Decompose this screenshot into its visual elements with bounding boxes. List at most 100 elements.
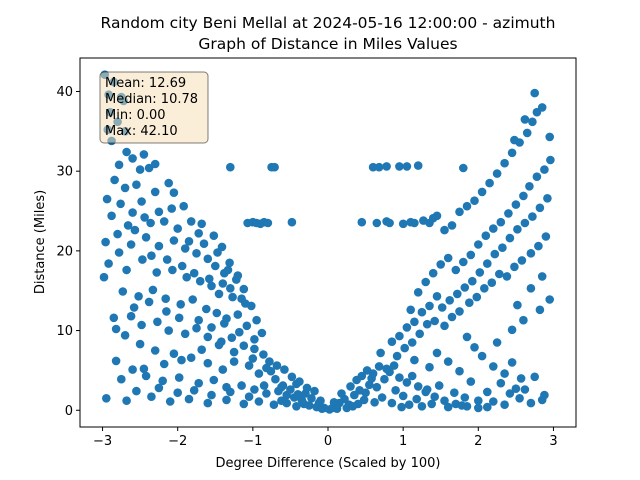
data-point <box>212 308 222 318</box>
data-point <box>470 196 479 205</box>
data-point <box>192 249 201 258</box>
data-point <box>546 155 555 165</box>
data-point <box>169 349 179 359</box>
data-point <box>228 292 237 302</box>
data-point <box>152 268 161 277</box>
data-point <box>209 231 219 240</box>
data-point <box>410 317 419 327</box>
data-point <box>460 393 470 402</box>
data-point <box>385 218 394 228</box>
data-point <box>492 338 502 347</box>
data-point <box>233 271 243 280</box>
data-point <box>545 295 554 304</box>
data-point <box>434 381 444 390</box>
data-point <box>387 337 397 347</box>
data-point <box>535 203 545 213</box>
data-point <box>277 396 286 406</box>
data-point <box>406 305 416 315</box>
data-point <box>500 400 509 410</box>
data-point <box>104 259 113 268</box>
data-point <box>526 398 536 408</box>
data-point <box>382 162 391 171</box>
data-point <box>440 396 449 406</box>
data-point <box>510 135 519 145</box>
data-point <box>545 132 554 142</box>
data-point <box>146 218 155 228</box>
data-point <box>430 316 440 326</box>
data-point <box>528 212 537 221</box>
data-point <box>415 329 425 339</box>
data-point <box>443 402 453 412</box>
y-tick-label: 0 <box>65 404 73 419</box>
y-tick-label: 30 <box>56 165 73 180</box>
data-point <box>122 147 131 157</box>
x-tick-label: 1 <box>399 434 407 449</box>
data-point <box>194 229 203 238</box>
data-point <box>460 283 470 292</box>
data-point <box>252 315 261 325</box>
data-point <box>203 398 213 408</box>
data-point <box>138 255 147 264</box>
data-point <box>292 402 301 411</box>
data-point <box>209 375 219 385</box>
data-point <box>214 289 224 299</box>
data-point <box>455 207 464 217</box>
data-point <box>126 240 136 249</box>
data-point <box>161 294 170 304</box>
data-point <box>173 224 182 233</box>
data-point <box>235 327 244 337</box>
data-point <box>122 265 131 275</box>
data-point <box>272 361 282 370</box>
y-axis-ticks: 0 10 20 30 40 <box>56 85 80 419</box>
data-point <box>495 269 504 279</box>
data-point <box>182 272 191 282</box>
data-point <box>162 255 172 264</box>
data-point <box>233 310 243 319</box>
data-point <box>402 162 412 171</box>
data-point <box>432 292 442 301</box>
data-point <box>139 150 149 159</box>
data-point <box>144 297 154 307</box>
data-point <box>269 400 279 410</box>
data-point <box>122 396 131 406</box>
data-point <box>120 183 130 193</box>
data-point <box>169 236 179 245</box>
x-tick-label: 2 <box>474 434 482 449</box>
data-point <box>254 397 264 406</box>
data-point <box>167 204 176 213</box>
data-point <box>489 397 498 406</box>
data-point <box>387 398 397 408</box>
data-point <box>382 364 391 374</box>
data-point <box>111 356 121 366</box>
data-point <box>337 389 346 398</box>
data-point <box>410 218 419 228</box>
data-point <box>177 355 186 365</box>
x-tick-label: −1 <box>243 434 262 449</box>
data-point <box>412 394 422 404</box>
data-point <box>207 390 216 400</box>
data-point <box>153 317 162 327</box>
data-point <box>118 287 128 296</box>
data-point <box>505 233 515 243</box>
data-point <box>447 312 457 322</box>
data-point <box>489 224 498 233</box>
stats-box: Mean: 12.69 Median: 10.78 Min: 0.00 Max:… <box>99 71 209 144</box>
data-point <box>357 371 367 381</box>
data-point <box>361 388 370 398</box>
data-point <box>259 381 269 390</box>
data-point <box>402 378 412 387</box>
data-point <box>218 279 228 288</box>
data-point <box>507 325 517 335</box>
data-point <box>397 402 406 412</box>
data-point <box>165 397 175 406</box>
data-point <box>507 148 517 158</box>
data-point <box>357 217 367 227</box>
data-point <box>511 200 521 209</box>
data-point <box>513 300 522 310</box>
data-point <box>144 163 154 173</box>
data-point <box>474 396 483 406</box>
data-point <box>137 320 146 330</box>
data-point <box>413 161 423 170</box>
data-point <box>466 377 476 386</box>
data-point <box>159 217 169 226</box>
